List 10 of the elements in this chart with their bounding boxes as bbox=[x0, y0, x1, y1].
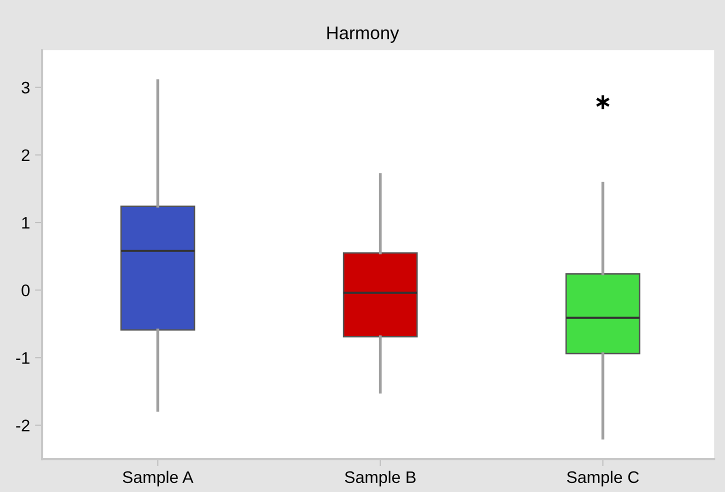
x-tick-label: Sample C bbox=[567, 470, 639, 486]
y-tick-label: -1 bbox=[16, 352, 30, 364]
y-tick-label: 2 bbox=[22, 149, 30, 161]
chart-title: Harmony bbox=[327, 26, 400, 43]
y-tick-label: -2 bbox=[16, 420, 30, 432]
y-tick-label: 0 bbox=[22, 284, 30, 296]
x-tick-label: Sample B bbox=[344, 470, 416, 486]
y-tick-label: 1 bbox=[22, 217, 30, 229]
y-tick-label: 3 bbox=[22, 82, 30, 94]
x-tick-label: Sample A bbox=[122, 470, 194, 486]
